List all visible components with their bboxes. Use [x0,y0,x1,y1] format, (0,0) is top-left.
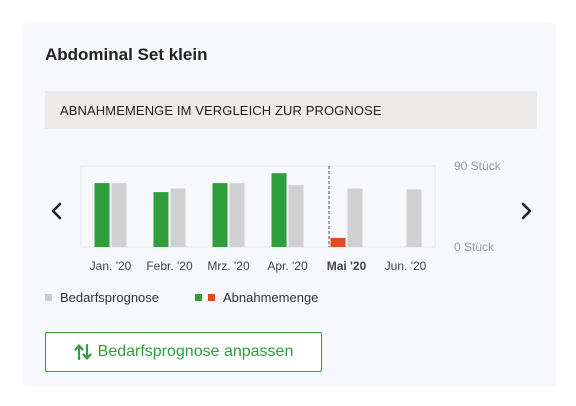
chevron-left-icon [51,202,62,220]
previous-period-button[interactable] [45,197,69,225]
bar-consumption [94,183,110,247]
x-tick-label: Jan. '20 [90,259,132,273]
adjust-forecast-label: Bedarfsprognose anpassen [97,343,294,360]
product-card: Abdominal Set klein ABNAHMEMENGE IM VERG… [23,23,556,387]
legend-item-forecast: Bedarfsprognose [45,290,159,305]
next-period-button[interactable] [514,197,538,225]
bar-forecast [229,183,245,247]
bar-consumption [153,192,169,247]
bar-consumption [330,238,346,247]
bar-forecast [170,188,186,247]
adjust-forecast-button[interactable]: Bedarfsprognose anpassen [45,332,322,372]
legend-swatch-consumption [195,294,203,301]
legend-label-consumption: Abnahmemenge [223,290,319,305]
legend-swatch-consumption-current [208,294,216,301]
x-tick-label: Mai '20 [327,259,367,273]
x-tick-label: Apr. '20 [267,259,308,273]
plot-frame [80,165,436,248]
bar-forecast [288,184,304,247]
bar-consumption [271,173,287,247]
legend-swatch-forecast [45,294,52,301]
section-heading: ABNAHMEMENGE IM VERGLEICH ZUR PROGNOSE [60,103,382,118]
consumption-chart: Jan. '20 Febr. '20 Mrz. '20 Apr. '20 Mai '20… [80,159,502,273]
card-title: Abdominal Set klein [45,45,208,64]
chart-legend: Bedarfsprognose Abnahmemenge [45,290,318,305]
legend-label-forecast: Bedarfsprognose [60,290,160,305]
section-header: ABNAHMEMENGE IM VERGLEICH ZUR PROGNOSE [45,91,537,129]
bar-forecast [406,189,422,247]
bar-forecast [111,183,127,247]
legend-item-consumption: Abnahmemenge [195,290,318,305]
bar-forecast [347,188,363,247]
sort-arrows-icon [74,343,92,361]
chevron-right-icon [521,202,532,220]
x-tick-label: Mrz. '20 [207,259,250,273]
bar-consumption [212,183,228,247]
y-tick-label-min: 0 Stück [454,240,495,254]
x-tick-label: Jun. '20 [385,259,427,273]
x-tick-label: Febr. '20 [146,259,193,273]
y-tick-label-max: 90 Stück [454,159,502,173]
